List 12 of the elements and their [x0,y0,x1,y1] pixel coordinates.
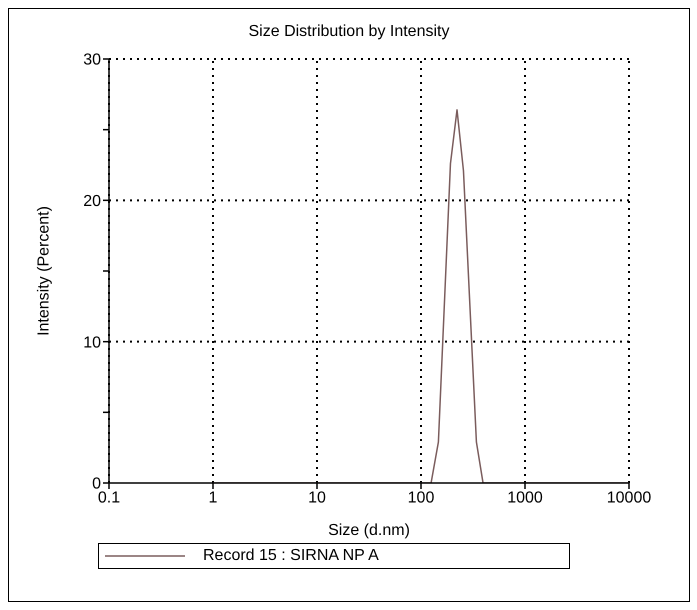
y-tick-label: 30 [83,52,102,69]
x-tick-label: 100 [408,489,434,506]
y-axis-title: Intensity (Percent) [36,206,53,336]
x-tick-label: 1 [208,489,218,506]
chart-title: Size Distribution by Intensity [248,23,450,41]
x-tick-label: 10 [308,489,326,506]
y-tick-label: 10 [83,334,102,352]
legend-label: Record 15 : SIRNA NP A [203,547,379,565]
x-tick-label: 10000 [606,489,652,506]
x-tick-label: 1000 [507,489,543,506]
x-axis-title: Size (d.nm) [328,522,410,539]
y-tick-label: 20 [83,193,102,210]
